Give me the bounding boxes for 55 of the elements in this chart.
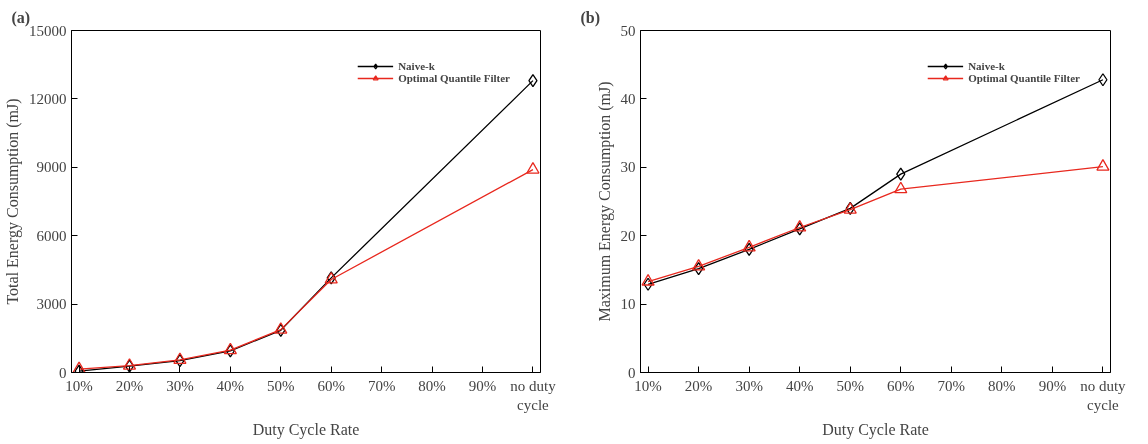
point	[896, 167, 906, 181]
y-tick-label: 9000	[36, 159, 67, 176]
point	[643, 277, 653, 291]
chart-title: (b)	[580, 8, 601, 27]
x-tick-label: 90%	[1038, 377, 1067, 394]
x-tick-label: 30%	[166, 377, 194, 394]
x-tick-label: 40%	[216, 377, 245, 394]
point	[1098, 73, 1108, 87]
x-tick-label: 60%	[317, 377, 345, 394]
y-tick-label: 15000	[29, 22, 67, 39]
y-tick-label: 6000	[36, 227, 67, 244]
point	[793, 219, 807, 232]
x-tick-label: 70%	[937, 377, 966, 394]
y-tick-label: 50	[620, 22, 636, 39]
point	[894, 181, 908, 194]
x-tick-label: 90%	[468, 377, 497, 394]
x-axis-title: Duty Cycle Rate	[252, 420, 360, 439]
y-axis-title: Total Energy Consumption (mJ)	[4, 98, 22, 305]
y-axis-title: Maximum Energy Consumption (mJ)	[595, 81, 614, 322]
x-tick-label: 20%	[115, 377, 144, 394]
y-tick-label: 10	[620, 296, 636, 313]
point	[691, 258, 706, 271]
point	[693, 261, 704, 276]
y-tick-label: 40	[620, 90, 636, 107]
y-tick-label: 0	[59, 364, 67, 381]
point	[795, 222, 805, 236]
point	[641, 273, 655, 286]
legend-label: Naive-k	[968, 60, 1005, 72]
x-tick-label: 30%	[735, 377, 763, 394]
legend-label: Optimal Quantile Filter	[398, 72, 510, 84]
legend-label: Naive-k	[398, 60, 435, 72]
point	[1096, 159, 1110, 171]
point	[528, 74, 538, 88]
chart-title: (a)	[11, 8, 31, 27]
y-tick-label: 0	[628, 364, 636, 381]
x-axis-title: Duty Cycle Rate	[822, 420, 929, 439]
y-tick-label: 30	[620, 159, 636, 176]
x-tick-label: 50%	[267, 377, 295, 394]
x-tick-label: 70%	[367, 377, 396, 394]
x-tick-label: 60%	[887, 377, 915, 394]
legend-label: Optimal Quantile Filter	[968, 72, 1080, 84]
point	[742, 239, 756, 252]
x-tick-label: no duty cycle	[510, 377, 557, 413]
x-tick-label: 40%	[785, 377, 814, 394]
y-tick-label: 12000	[29, 90, 67, 107]
x-tick-label: no duty cycle	[1080, 377, 1127, 413]
x-tick-label: 10%	[634, 377, 662, 394]
y-tick-label: 3000	[36, 296, 67, 313]
point	[526, 162, 540, 174]
y-tick-label: 20	[620, 227, 636, 244]
x-tick-label: 80%	[418, 377, 446, 394]
x-tick-label: 50%	[836, 377, 864, 394]
x-tick-label: 80%	[988, 377, 1016, 394]
x-tick-label: 10%	[65, 377, 93, 394]
x-tick-label: 20%	[684, 377, 713, 394]
